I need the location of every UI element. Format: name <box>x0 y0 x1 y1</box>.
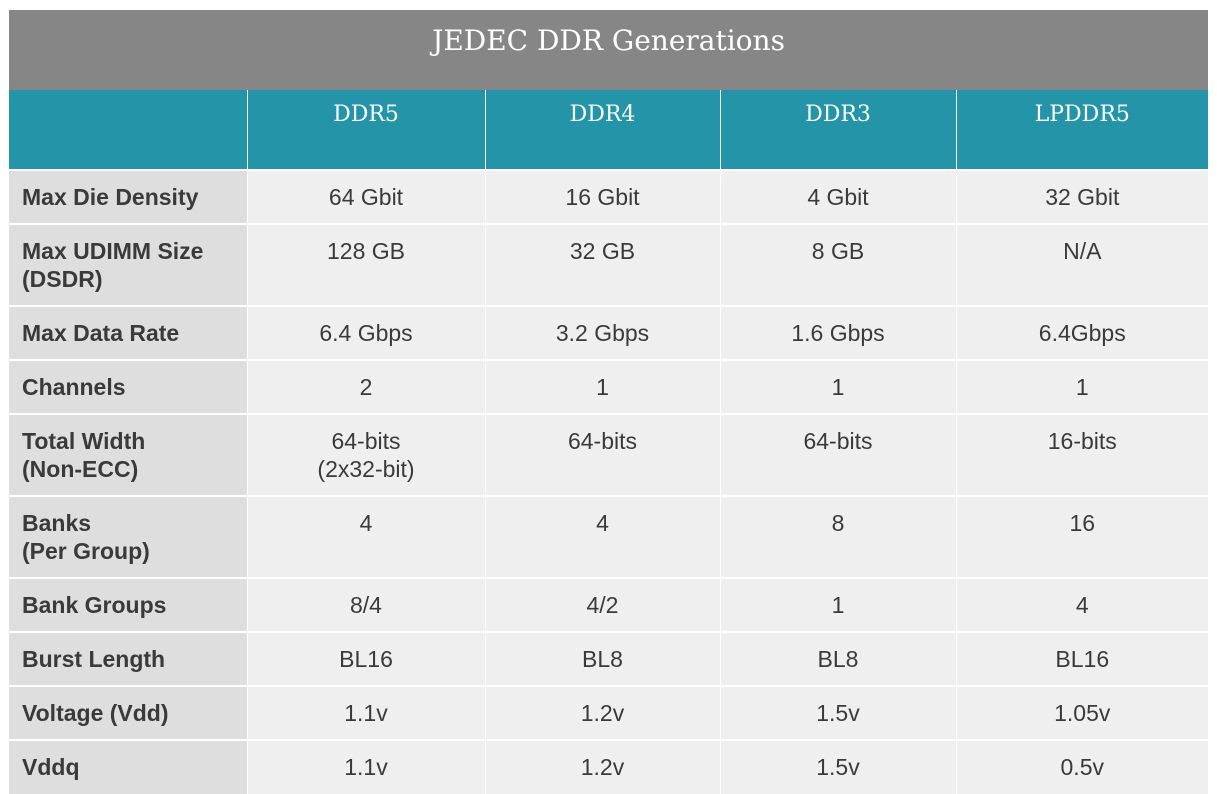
table-row: Total Width (Non-ECC) 64-bits (2x32-bit) 64-… <box>9 413 1209 496</box>
cell-ddr3: 1.6 Gbps <box>719 305 956 360</box>
cell-ddr4: 4 <box>484 495 720 578</box>
row-label: Voltage (Vdd) <box>9 685 247 740</box>
cell-lpddr5: N/A <box>955 223 1209 306</box>
cell-ddr5: 1.1v <box>246 739 485 794</box>
row-label: Max Data Rate <box>9 305 247 360</box>
cell-ddr4: 32 GB <box>484 223 720 306</box>
cell-ddr5: 128 GB <box>246 223 485 306</box>
cell-ddr4: 1.2v <box>484 739 720 794</box>
header-corner <box>9 90 247 170</box>
cell-ddr5: 64-bits (2x32-bit) <box>246 413 485 496</box>
cell-ddr4: 16 Gbit <box>484 169 720 224</box>
table-row: Vddq 1.1v 1.2v 1.5v 0.5v <box>9 739 1209 794</box>
table-row: Max Data Rate 6.4 Gbps 3.2 Gbps 1.6 Gbps 6.4… <box>9 305 1209 360</box>
cell-lpddr5: 1 <box>955 359 1209 414</box>
cell-ddr3: 4 Gbit <box>719 169 956 224</box>
cell-ddr5: 1.1v <box>246 685 485 740</box>
cell-ddr3: BL8 <box>719 631 956 686</box>
cell-lpddr5: 16 <box>955 495 1209 578</box>
cell-lpddr5: 0.5v <box>955 739 1209 794</box>
header-ddr4: DDR4 <box>484 90 720 170</box>
cell-ddr5: 2 <box>246 359 485 414</box>
cell-ddr4: 1 <box>484 359 720 414</box>
cell-ddr4: 64-bits <box>484 413 720 496</box>
cell-ddr3: 1.5v <box>719 739 956 794</box>
row-label: Banks (Per Group) <box>9 495 247 578</box>
header-ddr3: DDR3 <box>719 90 956 170</box>
cell-ddr3: 1 <box>719 577 956 632</box>
cell-ddr4: 4/2 <box>484 577 720 632</box>
table-row: Bank Groups 8/4 4/2 1 4 <box>9 577 1209 632</box>
cell-ddr3: 8 <box>719 495 956 578</box>
cell-ddr5: 6.4 Gbps <box>246 305 485 360</box>
cell-ddr3: 1 <box>719 359 956 414</box>
cell-ddr5: 4 <box>246 495 485 578</box>
table-body: Max Die Density 64 Gbit 16 Gbit 4 Gbit 32 Gb… <box>9 169 1209 794</box>
table-row: Voltage (Vdd) 1.1v 1.2v 1.5v 1.05v <box>9 685 1209 740</box>
row-label: Burst Length <box>9 631 247 686</box>
ddr-generations-table: JEDEC DDR Generations DDR5 DDR4 DDR3 LPD… <box>9 10 1209 794</box>
cell-ddr4: 3.2 Gbps <box>484 305 720 360</box>
table-row: Channels 2 1 1 1 <box>9 359 1209 414</box>
cell-lpddr5: 32 Gbit <box>955 169 1209 224</box>
header-row: DDR5 DDR4 DDR3 LPDDR5 <box>9 90 1209 170</box>
row-label: Max UDIMM Size (DSDR) <box>9 223 247 306</box>
table-title: JEDEC DDR Generations <box>9 10 1209 90</box>
row-label: Bank Groups <box>9 577 247 632</box>
row-label: Channels <box>9 359 247 414</box>
cell-ddr5: BL16 <box>246 631 485 686</box>
cell-ddr5: 64 Gbit <box>246 169 485 224</box>
row-label: Total Width (Non-ECC) <box>9 413 247 496</box>
cell-ddr3: 1.5v <box>719 685 956 740</box>
header-lpddr5: LPDDR5 <box>955 90 1209 170</box>
table-row: Max Die Density 64 Gbit 16 Gbit 4 Gbit 32 Gb… <box>9 169 1209 224</box>
cell-ddr4: 1.2v <box>484 685 720 740</box>
cell-ddr4: BL8 <box>484 631 720 686</box>
cell-ddr3: 8 GB <box>719 223 956 306</box>
cell-lpddr5: 4 <box>955 577 1209 632</box>
row-label: Vddq <box>9 739 247 794</box>
cell-ddr3: 64-bits <box>719 413 956 496</box>
cell-lpddr5: 16-bits <box>955 413 1209 496</box>
table-row: Banks (Per Group) 4 4 8 16 <box>9 495 1209 578</box>
ddr-generations-table-container: JEDEC DDR Generations DDR5 DDR4 DDR3 LPD… <box>9 10 1209 794</box>
cell-ddr5: 8/4 <box>246 577 485 632</box>
cell-lpddr5: 1.05v <box>955 685 1209 740</box>
title-row: JEDEC DDR Generations <box>9 10 1209 90</box>
header-ddr5: DDR5 <box>246 90 485 170</box>
cell-lpddr5: 6.4Gbps <box>955 305 1209 360</box>
table-row: Burst Length BL16 BL8 BL8 BL16 <box>9 631 1209 686</box>
row-label: Max Die Density <box>9 169 247 224</box>
cell-lpddr5: BL16 <box>955 631 1209 686</box>
table-row: Max UDIMM Size (DSDR) 128 GB 32 GB 8 GB N/A <box>9 223 1209 306</box>
